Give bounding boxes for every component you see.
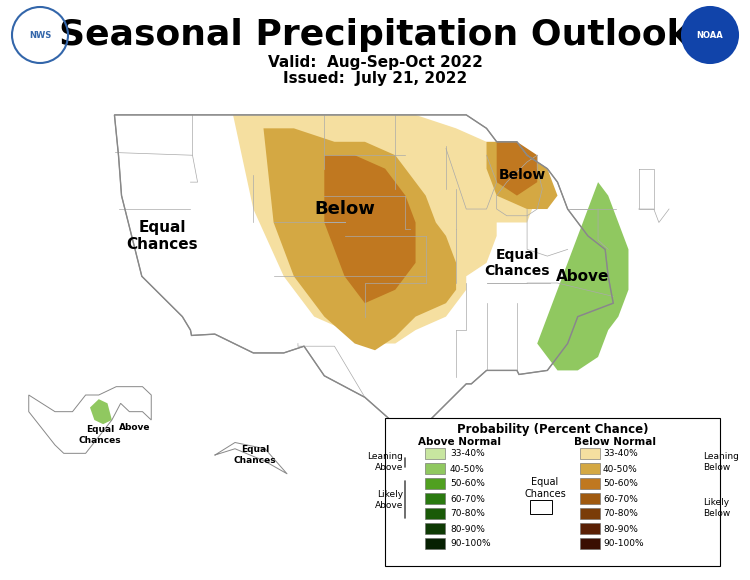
Text: Seasonal Precipitation Outlook: Seasonal Precipitation Outlook xyxy=(59,18,691,52)
Text: 40-50%: 40-50% xyxy=(450,465,484,473)
Text: NOAA: NOAA xyxy=(697,31,723,39)
Bar xyxy=(580,463,600,474)
Text: Likely
Below: Likely Below xyxy=(703,498,730,518)
Bar xyxy=(580,493,600,504)
Text: Probability (Percent Chance): Probability (Percent Chance) xyxy=(457,423,648,437)
Text: 70-80%: 70-80% xyxy=(603,509,638,519)
Bar xyxy=(425,493,445,504)
Text: Above Normal: Above Normal xyxy=(419,437,502,447)
Text: Equal
Chances: Equal Chances xyxy=(126,220,198,252)
Text: NWS: NWS xyxy=(28,31,51,39)
Text: 50-60%: 50-60% xyxy=(603,480,638,488)
Text: 60-70%: 60-70% xyxy=(603,495,638,503)
Text: Below: Below xyxy=(499,168,546,183)
Text: Likely
Above: Likely Above xyxy=(375,490,403,510)
Text: 80-90%: 80-90% xyxy=(603,524,638,534)
Polygon shape xyxy=(487,142,557,209)
Text: 33-40%: 33-40% xyxy=(450,450,484,459)
Text: Valid:  Aug-Sep-Oct 2022: Valid: Aug-Sep-Oct 2022 xyxy=(268,55,482,70)
Text: Above: Above xyxy=(119,422,151,432)
Text: 70-80%: 70-80% xyxy=(450,509,484,519)
Text: 90-100%: 90-100% xyxy=(603,539,644,549)
Bar xyxy=(425,448,445,459)
Text: 80-90%: 80-90% xyxy=(450,524,484,534)
Polygon shape xyxy=(90,399,112,424)
Text: Equal
Chances: Equal Chances xyxy=(79,425,122,445)
Text: Leaning
Above: Leaning Above xyxy=(368,452,403,472)
Text: Equal
Chances: Equal Chances xyxy=(234,445,276,465)
Text: Equal
Chances: Equal Chances xyxy=(524,477,566,499)
Bar xyxy=(580,448,600,459)
Text: 90-100%: 90-100% xyxy=(450,539,491,549)
Text: 33-40%: 33-40% xyxy=(603,450,638,459)
Bar xyxy=(425,478,445,489)
Text: Equal
Chances: Equal Chances xyxy=(484,248,550,278)
Polygon shape xyxy=(537,182,628,371)
Bar xyxy=(10,88,740,478)
Text: Below Normal: Below Normal xyxy=(574,437,656,447)
Text: 40-50%: 40-50% xyxy=(603,465,638,473)
Bar xyxy=(425,523,445,534)
Bar xyxy=(425,463,445,474)
Polygon shape xyxy=(233,115,537,343)
Bar xyxy=(580,508,600,519)
Polygon shape xyxy=(324,155,416,303)
Polygon shape xyxy=(263,128,456,350)
Text: Above: Above xyxy=(556,269,610,284)
Bar xyxy=(425,508,445,519)
Text: 50-60%: 50-60% xyxy=(450,480,484,488)
Text: Leaning
Below: Leaning Below xyxy=(703,452,739,472)
Bar xyxy=(425,538,445,549)
Bar xyxy=(580,523,600,534)
Text: Below: Below xyxy=(314,200,375,218)
Polygon shape xyxy=(496,142,537,195)
Bar xyxy=(580,538,600,549)
Bar xyxy=(385,418,720,566)
Circle shape xyxy=(682,7,738,63)
Text: Issued:  July 21, 2022: Issued: July 21, 2022 xyxy=(283,71,467,85)
Bar xyxy=(580,478,600,489)
Bar xyxy=(530,500,552,514)
Text: 60-70%: 60-70% xyxy=(450,495,484,503)
